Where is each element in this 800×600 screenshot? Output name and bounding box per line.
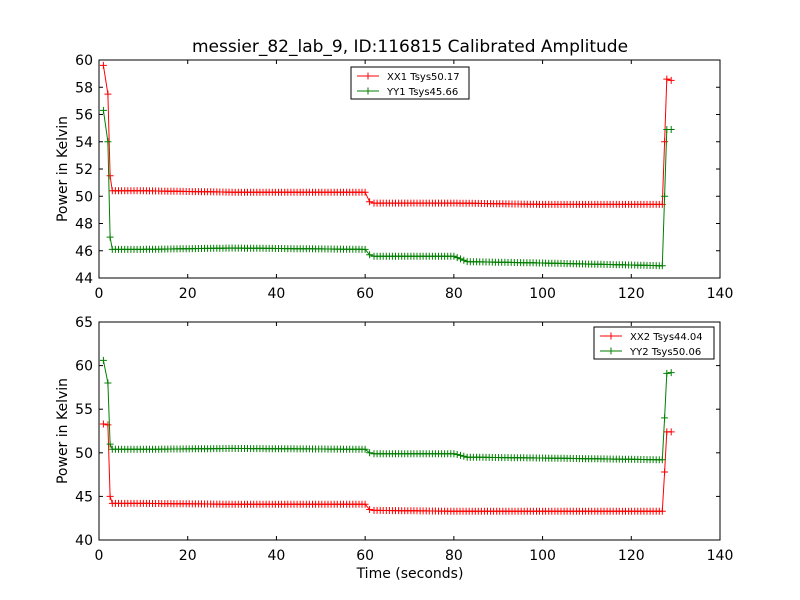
data-point (104, 90, 112, 98)
data-point (361, 188, 369, 196)
data-point (667, 369, 675, 377)
x-tick-label: 140 (707, 286, 734, 302)
series-markers-2 (99, 356, 675, 464)
x-tick-label: 0 (95, 286, 104, 302)
y-tick-label: 60 (75, 53, 93, 69)
x-tick-label: 0 (95, 548, 104, 564)
x-tick-label: 120 (618, 286, 645, 302)
legend-marker (607, 332, 615, 340)
x-tick-label: 140 (707, 548, 734, 564)
data-point (667, 428, 675, 436)
y-tick-label: 50 (75, 189, 93, 205)
data-point (104, 138, 112, 146)
series-markers-2 (99, 106, 675, 270)
x-tick-label: 100 (529, 548, 556, 564)
y-tick-label: 46 (75, 244, 93, 260)
legend: XX2 Tsys44.04 YY2 Tsys50.06 (593, 326, 715, 360)
data-point (366, 449, 374, 457)
data-point (661, 468, 669, 476)
y-axis-label: Power in Kelvin (55, 378, 71, 484)
x-tick-label: 100 (529, 286, 556, 302)
data-point (99, 106, 107, 114)
data-point (106, 233, 114, 241)
legend-marker (364, 87, 372, 95)
x-tick-label: 20 (179, 548, 197, 564)
x-tick-label: 40 (268, 286, 286, 302)
data-point (104, 421, 112, 429)
data-point (361, 500, 369, 508)
y-tick-label: 65 (75, 315, 93, 331)
data-point (663, 75, 671, 83)
legend-box (350, 66, 470, 100)
bottom-plot: 0 20 40 60 80 100 120 140 40 45 50 55 60 65 Power in K… (55, 315, 733, 564)
legend-label: XX2 Tsys44.04 (630, 332, 703, 343)
x-tick-label: 20 (179, 286, 197, 302)
legend-marker (607, 347, 615, 355)
plot-frame (98, 321, 721, 541)
data-point (366, 198, 374, 206)
figure-title: messier_82_lab_9, ID:116815 Calibrated A… (192, 37, 628, 57)
data-point (453, 254, 461, 262)
data-point (661, 414, 669, 422)
data-point (663, 369, 671, 377)
data-point (104, 379, 112, 387)
data-point (460, 452, 468, 460)
top-plot: 0 20 40 60 80 100 120 140 44 46 48 50 52 54 56 58 60 Powe… (55, 53, 733, 302)
y-tick-label: 54 (75, 135, 93, 151)
legend: XX1 Tsys50.17 YY1 Tsys45.66 (350, 66, 470, 100)
data-point (457, 255, 464, 263)
y-tick-label: 44 (75, 271, 93, 287)
data-point (450, 252, 458, 260)
legend-label: XX1 Tsys50.17 (387, 72, 460, 83)
data-point (667, 126, 675, 133)
legend-label: YY1 Tsys45.66 (386, 87, 458, 98)
data-point (361, 445, 369, 453)
x-tick-label: 60 (356, 548, 374, 564)
data-point (366, 251, 374, 259)
y-tick-label: 55 (75, 402, 93, 418)
y-tick-label: 45 (75, 489, 93, 505)
x-tick-label: 40 (268, 548, 286, 564)
series-markers-1 (99, 61, 675, 208)
data-point (99, 356, 107, 364)
x-tick-label: 120 (618, 548, 645, 564)
y-axis-label: Power in Kelvin (55, 116, 71, 222)
legend-marker (364, 72, 372, 80)
x-tick-label: 60 (356, 286, 374, 302)
data-point (658, 507, 666, 515)
data-point (658, 456, 666, 464)
data-point (661, 192, 669, 200)
y-tick-label: 58 (75, 80, 93, 96)
y-tick-label: 60 (75, 359, 93, 375)
x-axis-label: Time (seconds) (356, 566, 464, 582)
data-point (99, 61, 107, 69)
data-point (450, 450, 458, 458)
y-tick-label: 56 (75, 108, 93, 124)
data-point (366, 506, 374, 513)
data-point (106, 172, 114, 180)
y-tick-label: 40 (75, 533, 93, 549)
data-point (106, 492, 114, 500)
data-point (658, 262, 666, 270)
x-tick-label: 80 (445, 286, 463, 302)
series-markers-1 (99, 420, 675, 515)
y-tick-label: 48 (75, 217, 93, 233)
data-point (361, 245, 369, 253)
data-point (453, 451, 461, 458)
legend-label: YY2 Tsys50.06 (629, 347, 701, 358)
x-tick-label: 80 (445, 548, 463, 564)
data-point (99, 420, 107, 428)
data-point (667, 76, 675, 84)
y-tick-label: 52 (75, 162, 93, 178)
data-point (106, 440, 114, 448)
data-point (457, 451, 464, 459)
y-tick-label: 50 (75, 446, 93, 462)
legend-box (593, 326, 715, 360)
data-point (460, 256, 468, 264)
data-point (661, 138, 669, 146)
